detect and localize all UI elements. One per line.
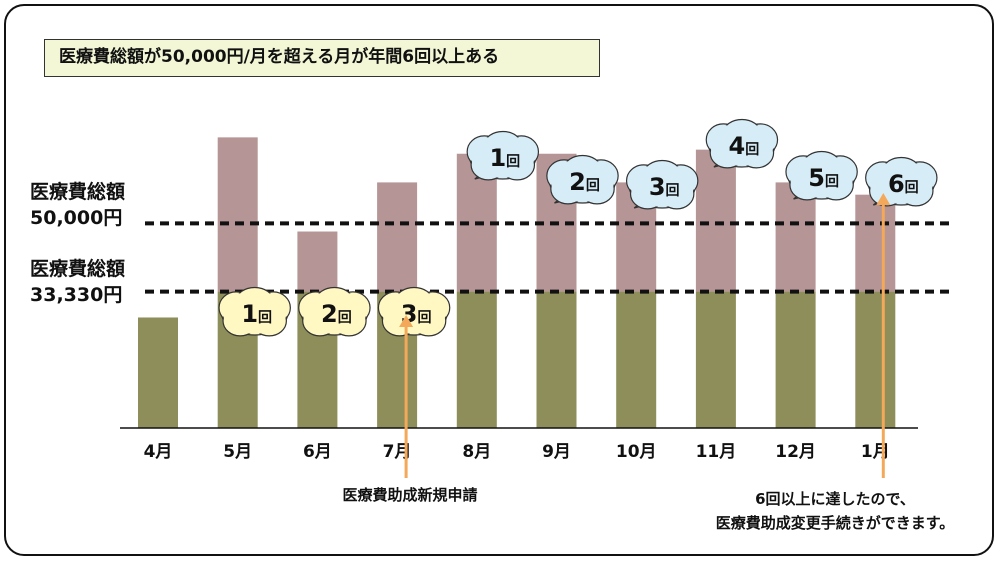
svg-text:3回: 3回 — [649, 173, 680, 201]
tick-label: 4月 — [144, 442, 173, 462]
ref-label-50000-line2: 50,000円 — [30, 207, 123, 229]
bubble-upper-2回: 2回 — [546, 154, 619, 205]
outer-frame — [4, 4, 994, 556]
tick-label: 9月 — [542, 442, 571, 462]
ref-label-33330-line2: 33,330円 — [30, 284, 123, 306]
tick-label: 5月 — [223, 442, 252, 462]
tick-label: 1月 — [861, 442, 890, 462]
bubble-upper-6回: 6回 — [865, 156, 938, 207]
tick-label: 10月 — [616, 442, 657, 462]
bar-lower — [536, 291, 577, 428]
bubble-lower-2回: 2回 — [298, 286, 371, 337]
bar-lower — [775, 291, 816, 428]
bubble-lower-1回: 1回 — [218, 286, 291, 337]
ref-label-50000: 医療費総額 50,000円 — [30, 179, 125, 231]
bubble-lower-3回: 3回 — [377, 286, 451, 337]
svg-text:1回: 1回 — [489, 144, 520, 172]
change-note-line1: 6回以上に達したので、 — [755, 490, 915, 508]
apply-note: 医療費助成新規申請 — [342, 486, 478, 504]
bar-lower — [138, 317, 178, 428]
svg-text:2回: 2回 — [321, 300, 352, 328]
apply-arrow-head — [399, 315, 414, 327]
bar-lower — [855, 291, 896, 428]
change-arrow-head — [876, 193, 891, 205]
tick-label: 12月 — [775, 442, 816, 462]
tick-label: 8月 — [462, 442, 491, 462]
ref-label-50000-line1: 医療費総額 — [30, 181, 126, 203]
bar-lower — [616, 291, 657, 428]
bar-upper — [855, 194, 896, 292]
bubble-upper-1回: 1回 — [466, 130, 540, 181]
tick-label: 11月 — [696, 442, 737, 462]
tick-label: 7月 — [383, 442, 412, 462]
chart-title: 医療費総額が50,000円/月を超える月が年間6回以上ある — [44, 39, 600, 77]
bar-upper — [695, 149, 736, 292]
svg-text:5回: 5回 — [808, 164, 839, 192]
bar-lower — [456, 291, 497, 428]
ref-label-33330-line1: 医療費総額 — [30, 258, 126, 280]
bar-upper — [217, 137, 258, 292]
bar-upper — [775, 182, 816, 292]
bubble-upper-3回: 3回 — [625, 159, 699, 210]
svg-text:4回: 4回 — [729, 132, 760, 160]
bubble-upper-5回: 5回 — [785, 150, 858, 201]
change-note-line2: 医療費助成変更手続きができます。 — [715, 514, 955, 532]
svg-text:2回: 2回 — [569, 168, 600, 196]
svg-text:6回: 6回 — [888, 170, 919, 198]
bubble-upper-4回: 4回 — [705, 118, 779, 169]
change-note: 6回以上に達したので、 医療費助成変更手続きができます。 — [680, 487, 990, 535]
tick-label: 6月 — [303, 442, 332, 462]
bar-upper — [297, 231, 338, 292]
ref-label-33330: 医療費総額 33,330円 — [30, 256, 125, 308]
bar-upper — [377, 182, 418, 292]
svg-text:1回: 1回 — [241, 300, 272, 328]
bar-lower — [695, 291, 736, 428]
